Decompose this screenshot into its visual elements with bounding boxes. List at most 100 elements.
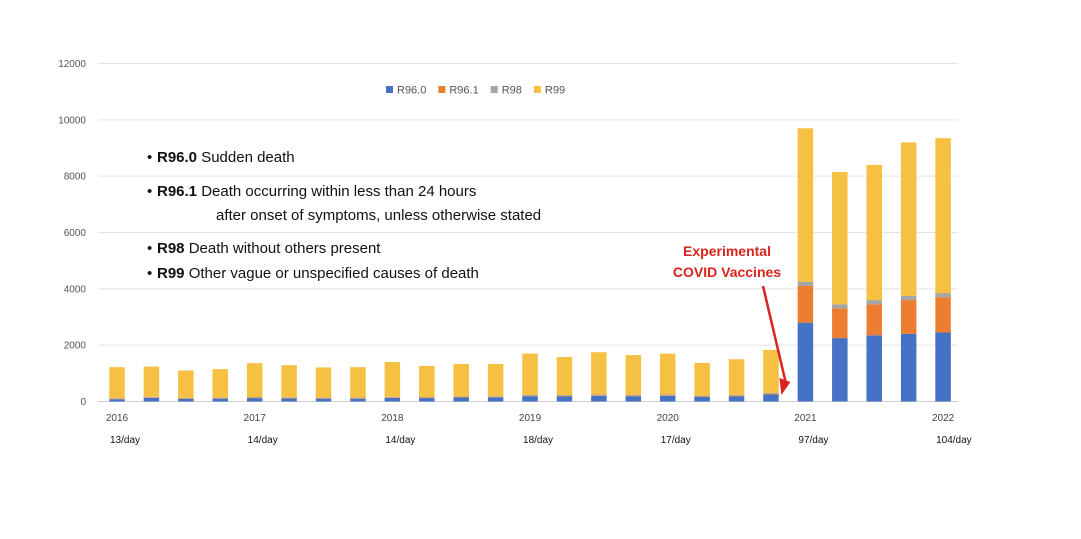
bar-segment-r99 xyxy=(109,367,125,399)
bar-segment-r98 xyxy=(659,394,676,396)
bar-segment-r96-1 xyxy=(591,395,607,396)
per-day-label: 104/day xyxy=(936,435,972,446)
bar-segment-r96-1 xyxy=(763,393,779,395)
y-axis: 0 2000 4000 6000 8000 10000 12000 xyxy=(58,59,86,408)
bar-segment-r98 xyxy=(487,396,504,397)
bar-segment-r96-0 xyxy=(556,396,573,402)
note-description: Death occurring within less than 24 hour… xyxy=(197,183,476,200)
bar-segment-r99 xyxy=(935,138,951,294)
bar-segment-r99 xyxy=(315,367,332,398)
bar-segment-r99 xyxy=(556,356,573,396)
bar-segment-r98 xyxy=(384,396,401,398)
bar-segment-r98 xyxy=(281,397,297,398)
note-code: R96.1 xyxy=(157,183,197,200)
bar-segment-r98 xyxy=(763,392,779,394)
bar-segment-r99 xyxy=(350,367,366,398)
bar-segment-r98 xyxy=(315,397,332,399)
bar-segment-r96-0 xyxy=(178,398,194,402)
bar-segment-r96-1 xyxy=(797,286,814,323)
bar-segment-r96-0 xyxy=(832,338,848,402)
grid xyxy=(98,63,958,402)
bar-segment-r98 xyxy=(246,396,263,398)
bar-segment-r99 xyxy=(728,359,745,396)
annotation-arrowhead xyxy=(779,378,791,395)
per-day-label: 13/day xyxy=(110,435,140,446)
legend-swatch xyxy=(386,86,393,93)
bar-segment-r96-1 xyxy=(419,397,435,399)
annotation-text: COVID Vaccines xyxy=(673,264,781,280)
bar-segment-r99 xyxy=(694,362,710,396)
bar-segment-r96-1 xyxy=(900,300,917,334)
note-code: R99 xyxy=(157,265,185,282)
x-tick-label: 2017 xyxy=(244,413,267,424)
bar-segment-r98 xyxy=(143,396,160,398)
bar-segment-r96-0 xyxy=(625,396,642,402)
bar-segment-r99 xyxy=(246,363,263,397)
bar-segment-r98 xyxy=(556,395,573,396)
legend-swatch xyxy=(533,86,541,93)
bar-segment-r96-1 xyxy=(315,398,332,399)
per-day-labels: 13/day 14/day 14/day 18/day 17/day 97/day 104/… xyxy=(110,435,972,446)
bar-segment-r98 xyxy=(419,396,435,398)
y-tick-label: 6000 xyxy=(64,228,87,239)
bar-segment-r96-1 xyxy=(659,395,676,396)
bar-segment-r99 xyxy=(178,370,194,398)
bar-segment-r98 xyxy=(797,281,814,287)
bar-segment-r96-0 xyxy=(212,398,229,402)
x-tick-label: 2022 xyxy=(932,413,955,424)
legend-swatch xyxy=(438,86,446,93)
bar-segment-r96-1 xyxy=(143,397,160,398)
note-description: Death without others present xyxy=(185,240,382,257)
bar-segment-r96-0 xyxy=(694,396,710,402)
bar-segment-r96-1 xyxy=(832,308,848,339)
bar-segment-r96-1 xyxy=(384,397,401,398)
bar-segment-r99 xyxy=(659,353,676,395)
bar-segment-r99 xyxy=(763,349,779,393)
x-tick-label: 2018 xyxy=(381,413,404,424)
per-day-label: 14/day xyxy=(248,435,278,446)
bar-segment-r96-0 xyxy=(384,397,401,402)
bar-segment-r99 xyxy=(522,353,538,395)
y-tick-label: 8000 xyxy=(64,172,87,183)
bar-segment-r99 xyxy=(625,355,642,395)
bar-segment-r96-1 xyxy=(453,396,469,398)
annotation-text: Experimental xyxy=(683,243,771,259)
bar-segment-r96-0 xyxy=(522,396,538,402)
bar-segment-r96-1 xyxy=(487,396,504,398)
bar-segment-r96-0 xyxy=(659,395,676,402)
note-bullet: • xyxy=(147,183,152,200)
bar-segment-r96-1 xyxy=(246,397,263,399)
bar-segment-r96-0 xyxy=(246,398,263,402)
bar-segment-r99 xyxy=(591,352,607,395)
bar-segment-r99 xyxy=(832,171,848,305)
legend-entry: R96.0 xyxy=(397,85,426,97)
annotation: Experimental COVID Vaccines xyxy=(673,243,791,395)
bar-segment-r99 xyxy=(900,142,917,296)
bar-segment-r99 xyxy=(143,366,160,397)
per-day-label: 18/day xyxy=(523,435,553,446)
bar-segment-r96-1 xyxy=(109,398,125,400)
note-code: R98 xyxy=(157,240,185,257)
bar-segment-r96-0 xyxy=(591,395,607,402)
legend-entry: R96.1 xyxy=(449,85,478,97)
bar-segment-r96-1 xyxy=(350,398,366,399)
per-day-label: 17/day xyxy=(661,435,691,446)
y-tick-label: 2000 xyxy=(64,341,87,352)
bar-segment-r99 xyxy=(866,164,882,301)
bar-segment-r96-0 xyxy=(487,397,504,402)
bar-segment-r96-0 xyxy=(763,394,779,402)
y-tick-label: 4000 xyxy=(64,284,87,295)
bar-segment-r96-0 xyxy=(453,397,469,402)
bar-segment-r96-1 xyxy=(728,395,745,397)
bar-segment-r98 xyxy=(212,397,229,399)
note-bullet: • xyxy=(147,240,152,257)
bar-segment-r98 xyxy=(832,304,848,309)
legend-entry: R98 xyxy=(502,85,522,97)
note-description: Sudden death xyxy=(197,149,295,166)
bar-segment-r98 xyxy=(453,396,469,397)
bar-segment-r96-1 xyxy=(625,395,642,397)
note-code: R96.0 xyxy=(157,149,197,166)
bar-segment-r96-1 xyxy=(178,398,194,399)
bar-segment-r96-1 xyxy=(522,395,538,397)
